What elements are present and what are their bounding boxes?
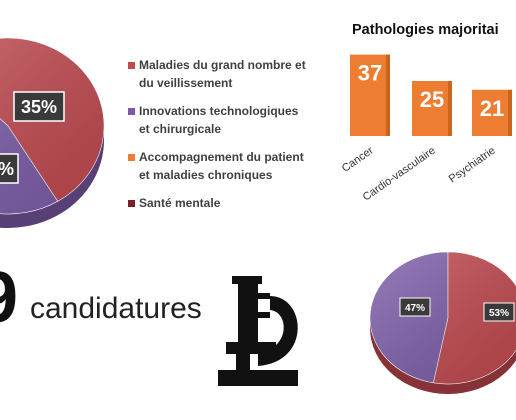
legend-swatch-red (128, 62, 135, 69)
legend-swatch-orange (128, 154, 135, 161)
bar-shade (386, 54, 390, 136)
pie1-shine (0, 38, 104, 214)
bar-psychiatrie (472, 89, 512, 136)
bar-value-label: 37 (358, 61, 382, 86)
pie2-slice-label-0: 47% (405, 303, 425, 314)
legend-item: Accompagnement du patient et maladies ch… (128, 148, 328, 184)
legend-swatch-maroon (128, 200, 135, 207)
microscope-icon (218, 276, 298, 386)
legend-label: et maladies chroniques (139, 168, 273, 182)
bar-value-label: 25 (420, 87, 444, 112)
bar-chart-title: Pathologies majoritai (352, 22, 499, 38)
bar-category-label: Cancer (340, 144, 376, 174)
pie1-label-box-0 (13, 91, 65, 122)
pie-chart-top-left: 35% % (0, 37, 105, 228)
bar-chart: 37Cancer25Cardio-vasculaire21Psychiatrie… (340, 54, 512, 204)
bar-shade (448, 81, 452, 136)
pie1-slice-label-0: 35% (21, 97, 57, 117)
bar-value-label: 21 (480, 96, 504, 121)
legend-item: Maladies du grand nombre et du veillisse… (128, 56, 328, 92)
bar-cancer (350, 54, 390, 136)
pie2-shine (370, 252, 516, 384)
legend-item: Santé mentale (128, 194, 328, 212)
candidatures-count: 9 (0, 262, 18, 334)
candidatures-label: candidatures (30, 292, 202, 325)
pie2-label-box-0 (399, 297, 431, 317)
pie2-depth-edge (370, 318, 516, 394)
bar-shade (508, 89, 512, 136)
pie2-label-box-1 (483, 302, 515, 322)
pie1-label-box-1 (0, 153, 19, 184)
legend-label: et chirurgicale (139, 122, 222, 136)
bar-category-label: Psychiatrie (447, 145, 498, 186)
pie2-slice-label-1: 53% (489, 308, 509, 319)
legend-item: Innovations technologiques et chirurgica… (128, 102, 328, 138)
legend-label: Santé mentale (139, 196, 221, 210)
legend-label: Maladies du grand nombre et (139, 58, 306, 72)
pie-legend: Maladies du grand nombre et du veillisse… (128, 56, 328, 222)
legend-label: du veillissement (139, 76, 233, 90)
legend-label: Innovations technologiques (139, 104, 299, 118)
pie-chart-bottom-right: 47% 53% (369, 251, 516, 394)
bar-cardio-vasculaire (412, 81, 452, 136)
legend-swatch-purple (128, 108, 135, 115)
pie1-depth-edge (0, 126, 104, 228)
pie1-slice-label-1: % (0, 159, 14, 179)
legend-label: Accompagnement du patient (139, 150, 304, 164)
